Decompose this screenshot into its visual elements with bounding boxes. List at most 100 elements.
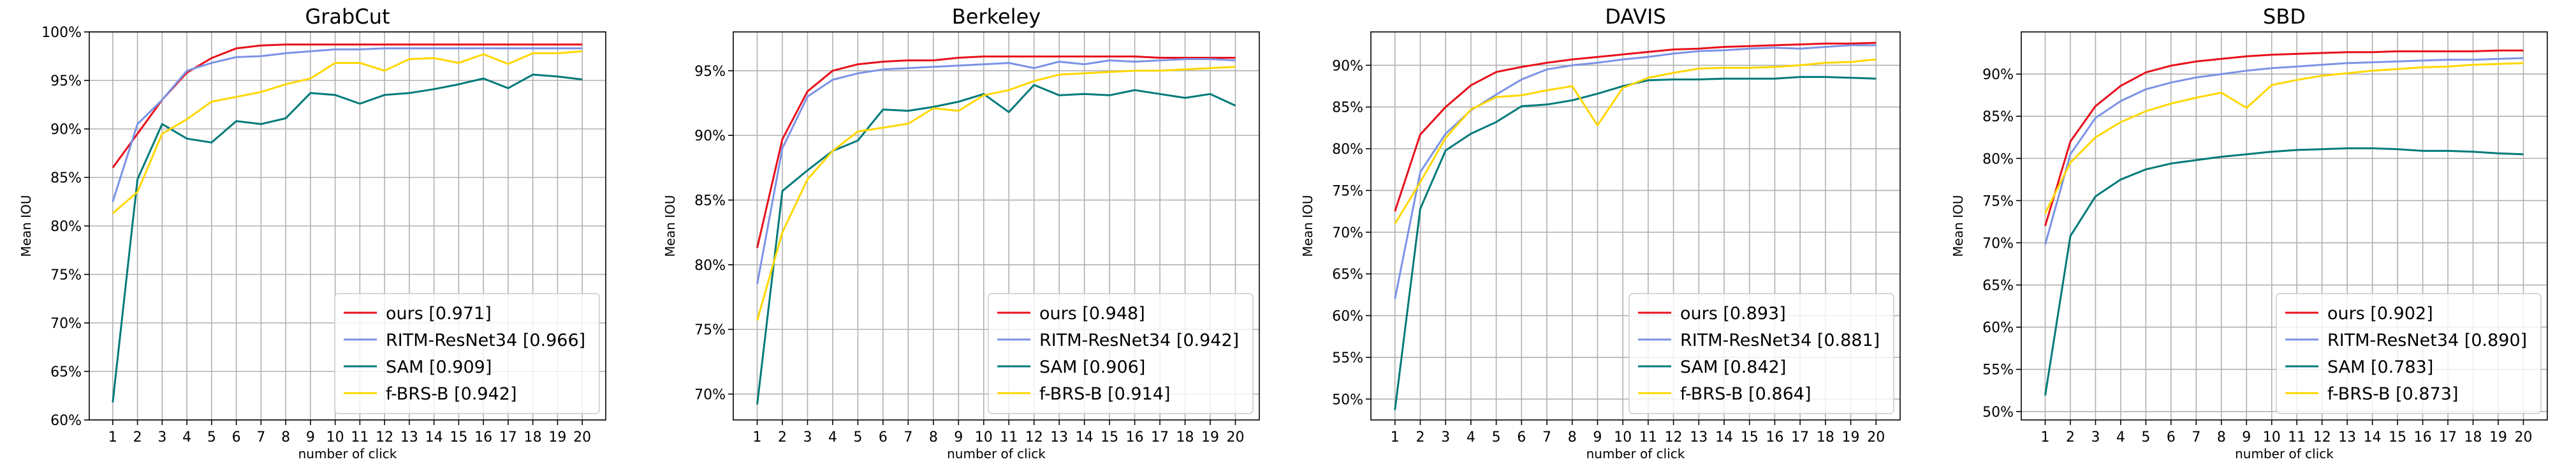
x-tick-label: 10 (975, 430, 993, 445)
x-tick-label: 8 (2217, 430, 2226, 445)
x-tick-label: 8 (1568, 430, 1577, 445)
x-tick-label: 15 (2389, 430, 2406, 445)
y-axis-label: Mean IOU (1950, 195, 1966, 257)
chart-panel-berkeley: 1 2 3 4 5 6 7 8 9 10 11 12 13 14 15 16 17 18 19 2070%75%80%… (662, 4, 1260, 461)
legend-label: ours [0.948] (1039, 304, 1145, 324)
x-tick-label: 15 (450, 430, 467, 445)
series-line (2044, 49, 2524, 227)
x-tick-label: 9 (306, 430, 315, 445)
legend-label: SAM [0.842] (1680, 357, 1786, 377)
series-line (2044, 62, 2524, 214)
x-tick-label: 4 (828, 430, 837, 445)
x-tick-label: 3 (1441, 430, 1450, 445)
x-tick-label: 19 (548, 430, 566, 445)
x-tick-label: 1 (2041, 430, 2050, 445)
legend-label: SAM [0.906] (1039, 357, 1145, 377)
x-tick-label: 18 (524, 430, 542, 445)
x-tick-label: 13 (1690, 430, 1708, 445)
legend: ours [0.902] RITM-ResNet34 [0.890] SAM [0.… (2276, 293, 2542, 414)
series-line (1394, 58, 1877, 225)
series-line (2044, 147, 2524, 396)
x-tick-label: 16 (1126, 430, 1144, 445)
series-line (1394, 41, 1877, 212)
x-tick-label: 17 (499, 430, 517, 445)
x-tick-label: 14 (425, 430, 443, 445)
series-line (756, 66, 1236, 321)
y-tick-label: 60% (1332, 309, 1363, 325)
legend-label: ours [0.971] (386, 304, 492, 324)
x-tick-label: 16 (1766, 430, 1783, 445)
x-tick-label: 14 (1076, 430, 1094, 445)
x-tick-label: 19 (1842, 430, 1860, 445)
x-tick-label: 2 (133, 430, 142, 445)
x-tick-label: 14 (1715, 430, 1733, 445)
y-tick-label: 75% (694, 322, 726, 338)
chart-title: GrabCut (305, 4, 390, 29)
y-axis-label: Mean IOU (18, 195, 34, 257)
legend-frame (1628, 293, 1894, 414)
chart-title: DAVIS (1605, 4, 1666, 29)
x-tick-label: 15 (1741, 430, 1759, 445)
legend-label: f-BRS-B [0.914] (1039, 384, 1170, 404)
y-tick-label: 95% (694, 64, 726, 80)
legend-label: RITM-ResNet34 [0.881] (1680, 331, 1880, 350)
x-tick-label: 12 (1025, 430, 1043, 445)
y-tick-label: 90% (694, 128, 726, 144)
legend: ours [0.948] RITM-ResNet34 [0.942] SAM [0.… (988, 293, 1254, 414)
legend-label: f-BRS-B [0.942] (386, 384, 516, 404)
y-tick-label: 75% (1332, 183, 1363, 199)
series-line (2044, 57, 2524, 245)
x-tick-label: 16 (2414, 430, 2432, 445)
x-tick-label: 4 (1467, 430, 1475, 445)
legend-label: SAM [0.909] (386, 357, 492, 377)
x-tick-label: 6 (232, 430, 241, 445)
x-tick-label: 17 (1791, 430, 1809, 445)
y-tick-label: 55% (1982, 363, 2014, 378)
y-tick-label: 80% (1332, 142, 1363, 158)
x-tick-label: 9 (954, 430, 963, 445)
y-tick-label: 60% (1982, 320, 2014, 336)
legend-label: ours [0.902] (2327, 304, 2433, 324)
legend: ours [0.893] RITM-ResNet34 [0.881] SAM [0.… (1628, 293, 1894, 414)
x-tick-label: 8 (281, 430, 290, 445)
x-tick-label: 1 (753, 430, 762, 445)
x-axis-label: number of click (1586, 446, 1685, 461)
x-tick-label: 10 (2263, 430, 2281, 445)
x-axis-label: number of click (2235, 446, 2334, 461)
x-tick-label: 18 (1176, 430, 1194, 445)
plot-frame (733, 31, 1260, 421)
x-tick-label: 20 (1227, 430, 1245, 445)
chart-panel-grabcut: 1 2 3 4 5 6 7 8 9 10 11 12 13 14 15 16 17 18 19 2060%65%70%… (18, 4, 606, 461)
y-tick-label: 75% (50, 267, 82, 283)
x-tick-label: 4 (182, 430, 191, 445)
y-tick-label: 80% (50, 219, 82, 235)
chart-panel-davis: 1 2 3 4 5 6 7 8 9 10 11 12 13 14 15 16 17 18 19 2050%55%60%… (1300, 4, 1901, 461)
x-tick-label: 12 (1665, 430, 1683, 445)
x-tick-label: 20 (1867, 430, 1885, 445)
x-tick-label: 6 (2167, 430, 2176, 445)
x-tick-label: 9 (1593, 430, 1602, 445)
x-axis-label: number of click (298, 446, 397, 461)
y-tick-label: 65% (50, 364, 82, 380)
y-tick-label: 80% (694, 258, 726, 274)
x-tick-label: 18 (2464, 430, 2482, 445)
x-tick-label: 7 (904, 430, 912, 445)
x-tick-label: 13 (400, 430, 418, 445)
legend-label: f-BRS-B [0.873] (2327, 384, 2458, 404)
y-tick-label: 50% (1982, 405, 2014, 421)
series-line (112, 73, 583, 403)
x-tick-label: 2 (778, 430, 787, 445)
x-tick-label: 17 (2439, 430, 2457, 445)
x-tick-label: 7 (1542, 430, 1551, 445)
y-tick-label: 70% (50, 316, 82, 332)
x-tick-label: 6 (879, 430, 888, 445)
legend-frame (2276, 293, 2542, 414)
x-tick-label: 7 (2192, 430, 2200, 445)
y-tick-label: 90% (50, 122, 82, 138)
legend-label: ours [0.893] (1680, 304, 1786, 324)
x-tick-label: 11 (351, 430, 369, 445)
legend-label: SAM [0.783] (2327, 357, 2433, 377)
x-tick-label: 19 (1201, 430, 1219, 445)
x-tick-label: 12 (2313, 430, 2331, 445)
